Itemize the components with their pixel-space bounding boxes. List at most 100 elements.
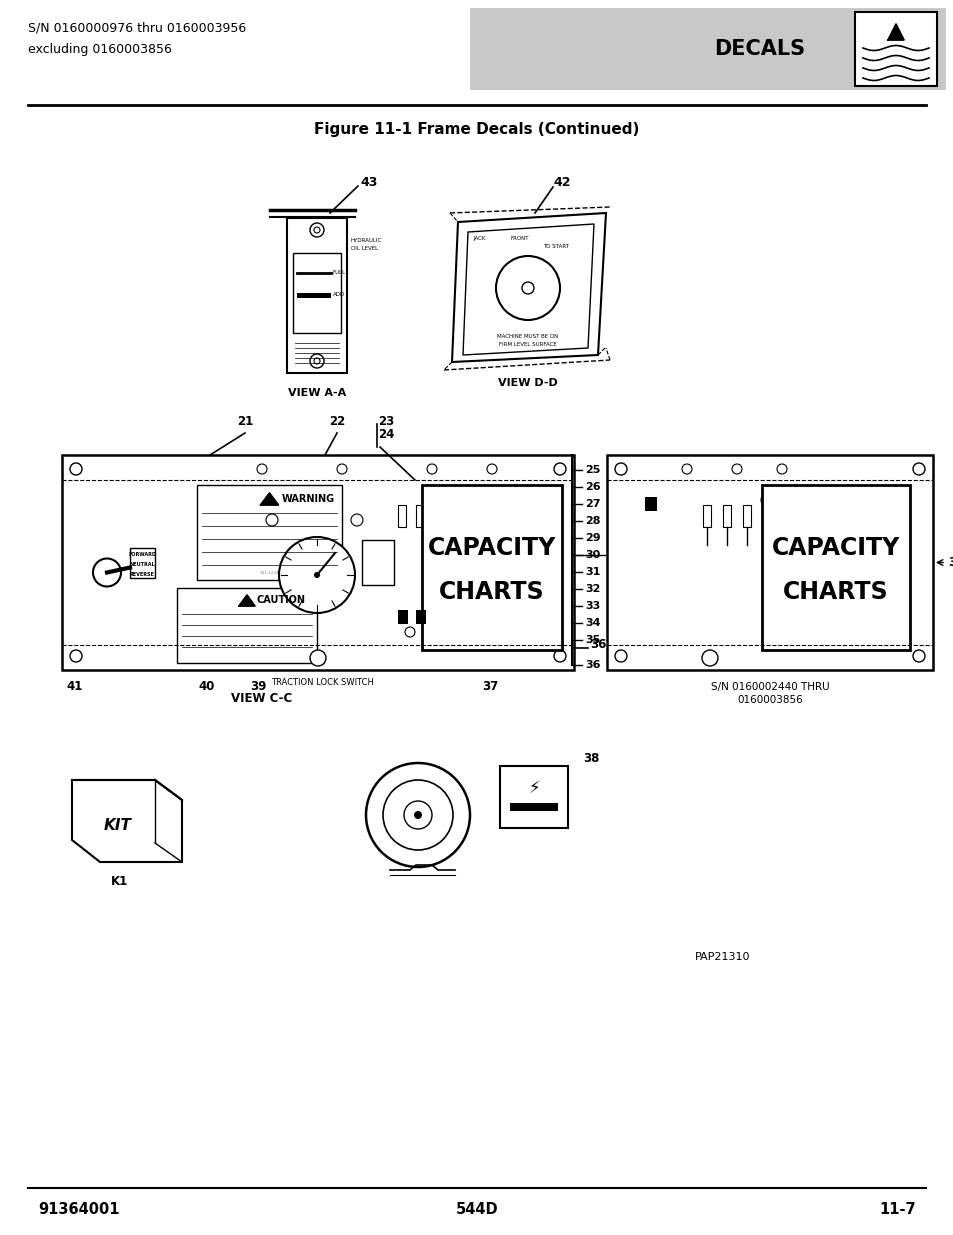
Circle shape (405, 627, 415, 637)
Circle shape (314, 227, 319, 233)
Circle shape (351, 514, 363, 526)
Text: CAUTION: CAUTION (256, 595, 306, 605)
Circle shape (912, 463, 924, 475)
Circle shape (554, 463, 565, 475)
Polygon shape (887, 23, 903, 40)
Text: CHARTS: CHARTS (438, 580, 544, 604)
Bar (761, 485, 909, 650)
Circle shape (256, 464, 267, 474)
Text: 28: 28 (584, 516, 599, 526)
Text: 24: 24 (377, 429, 394, 441)
Text: S/N 0160002440 THRU
0160003856: S/N 0160002440 THRU 0160003856 (710, 682, 828, 705)
Text: VIEW A-A: VIEW A-A (288, 388, 346, 398)
Circle shape (414, 811, 421, 819)
Polygon shape (71, 781, 182, 862)
Text: MACHINE MUST BE ON: MACHINE MUST BE ON (497, 333, 558, 338)
Circle shape (266, 514, 277, 526)
Bar (177, 588, 316, 663)
Bar (452, 505, 459, 527)
Text: 25: 25 (584, 466, 599, 475)
Text: JACK: JACK (474, 236, 486, 241)
Text: excluding 0160003856: excluding 0160003856 (28, 43, 172, 57)
Bar (702, 505, 710, 527)
Text: 38: 38 (582, 752, 598, 764)
Bar (434, 505, 441, 527)
Text: 30: 30 (584, 550, 599, 559)
Text: 40: 40 (198, 680, 215, 693)
Bar (416, 505, 423, 527)
Circle shape (492, 495, 501, 505)
Text: 26: 26 (584, 482, 600, 492)
Circle shape (486, 464, 497, 474)
Circle shape (776, 464, 786, 474)
Bar (296, 293, 331, 298)
Bar (606, 454, 932, 671)
Polygon shape (239, 595, 254, 606)
Text: VIEW D-D: VIEW D-D (497, 378, 558, 388)
Circle shape (314, 572, 319, 578)
Bar (470, 7, 945, 90)
Text: 29: 29 (584, 534, 600, 543)
Text: PAP21310: PAP21310 (695, 952, 750, 962)
Text: 531-1234: 531-1234 (259, 571, 279, 576)
Text: CAPACITY: CAPACITY (427, 536, 556, 559)
Text: 22: 22 (329, 415, 345, 429)
Circle shape (310, 650, 326, 666)
Text: WARNING: WARNING (281, 494, 335, 504)
Text: 544D: 544D (456, 1203, 497, 1218)
Circle shape (496, 256, 559, 320)
Text: FRONT: FRONT (510, 236, 529, 241)
Bar (397, 505, 406, 527)
Circle shape (366, 763, 470, 867)
Text: 34: 34 (584, 618, 599, 629)
Text: 43: 43 (359, 177, 377, 189)
Circle shape (615, 463, 626, 475)
Text: 39: 39 (250, 680, 266, 693)
Text: 36: 36 (589, 638, 606, 652)
Text: OIL LEVEL: OIL LEVEL (351, 246, 377, 251)
Bar (416, 610, 426, 624)
Text: CAPACITY: CAPACITY (771, 536, 900, 559)
Text: 23: 23 (377, 415, 394, 429)
Text: FIRM LEVEL SURFACE: FIRM LEVEL SURFACE (498, 342, 557, 347)
Circle shape (314, 358, 319, 364)
Text: S/N 0160000976 thru 0160003956: S/N 0160000976 thru 0160003956 (28, 21, 246, 35)
Circle shape (310, 224, 324, 237)
Circle shape (424, 627, 435, 637)
Bar (499, 766, 567, 827)
Text: KIT: KIT (104, 818, 132, 832)
Text: TRACTION LOCK SWITCH: TRACTION LOCK SWITCH (271, 678, 373, 687)
Circle shape (492, 630, 501, 640)
Circle shape (515, 630, 524, 640)
Text: 41: 41 (67, 680, 83, 693)
Bar (196, 485, 341, 580)
Circle shape (760, 494, 772, 506)
Bar (130, 547, 154, 578)
Bar (293, 253, 340, 333)
Text: 32: 32 (584, 584, 599, 594)
Circle shape (912, 650, 924, 662)
Text: HYDRAULIC: HYDRAULIC (351, 237, 382, 242)
Bar (421, 485, 561, 650)
Text: K1: K1 (112, 876, 129, 888)
Text: DECALS: DECALS (714, 40, 804, 59)
Bar (287, 219, 347, 373)
Text: VIEW C-C: VIEW C-C (232, 692, 293, 705)
Bar (854, 12, 936, 86)
Circle shape (92, 558, 121, 587)
Text: 42: 42 (553, 177, 570, 189)
Text: 21: 21 (236, 415, 253, 429)
Circle shape (554, 650, 565, 662)
Bar (742, 505, 750, 527)
Circle shape (515, 495, 524, 505)
Text: 27: 27 (584, 499, 599, 509)
Circle shape (615, 650, 626, 662)
Circle shape (701, 650, 718, 666)
Circle shape (310, 354, 324, 368)
Circle shape (444, 627, 455, 637)
Text: ⚡: ⚡ (528, 779, 539, 797)
Text: 36: 36 (947, 556, 953, 569)
Text: 91364001: 91364001 (38, 1203, 119, 1218)
Circle shape (681, 464, 691, 474)
Text: ADD: ADD (333, 293, 345, 298)
